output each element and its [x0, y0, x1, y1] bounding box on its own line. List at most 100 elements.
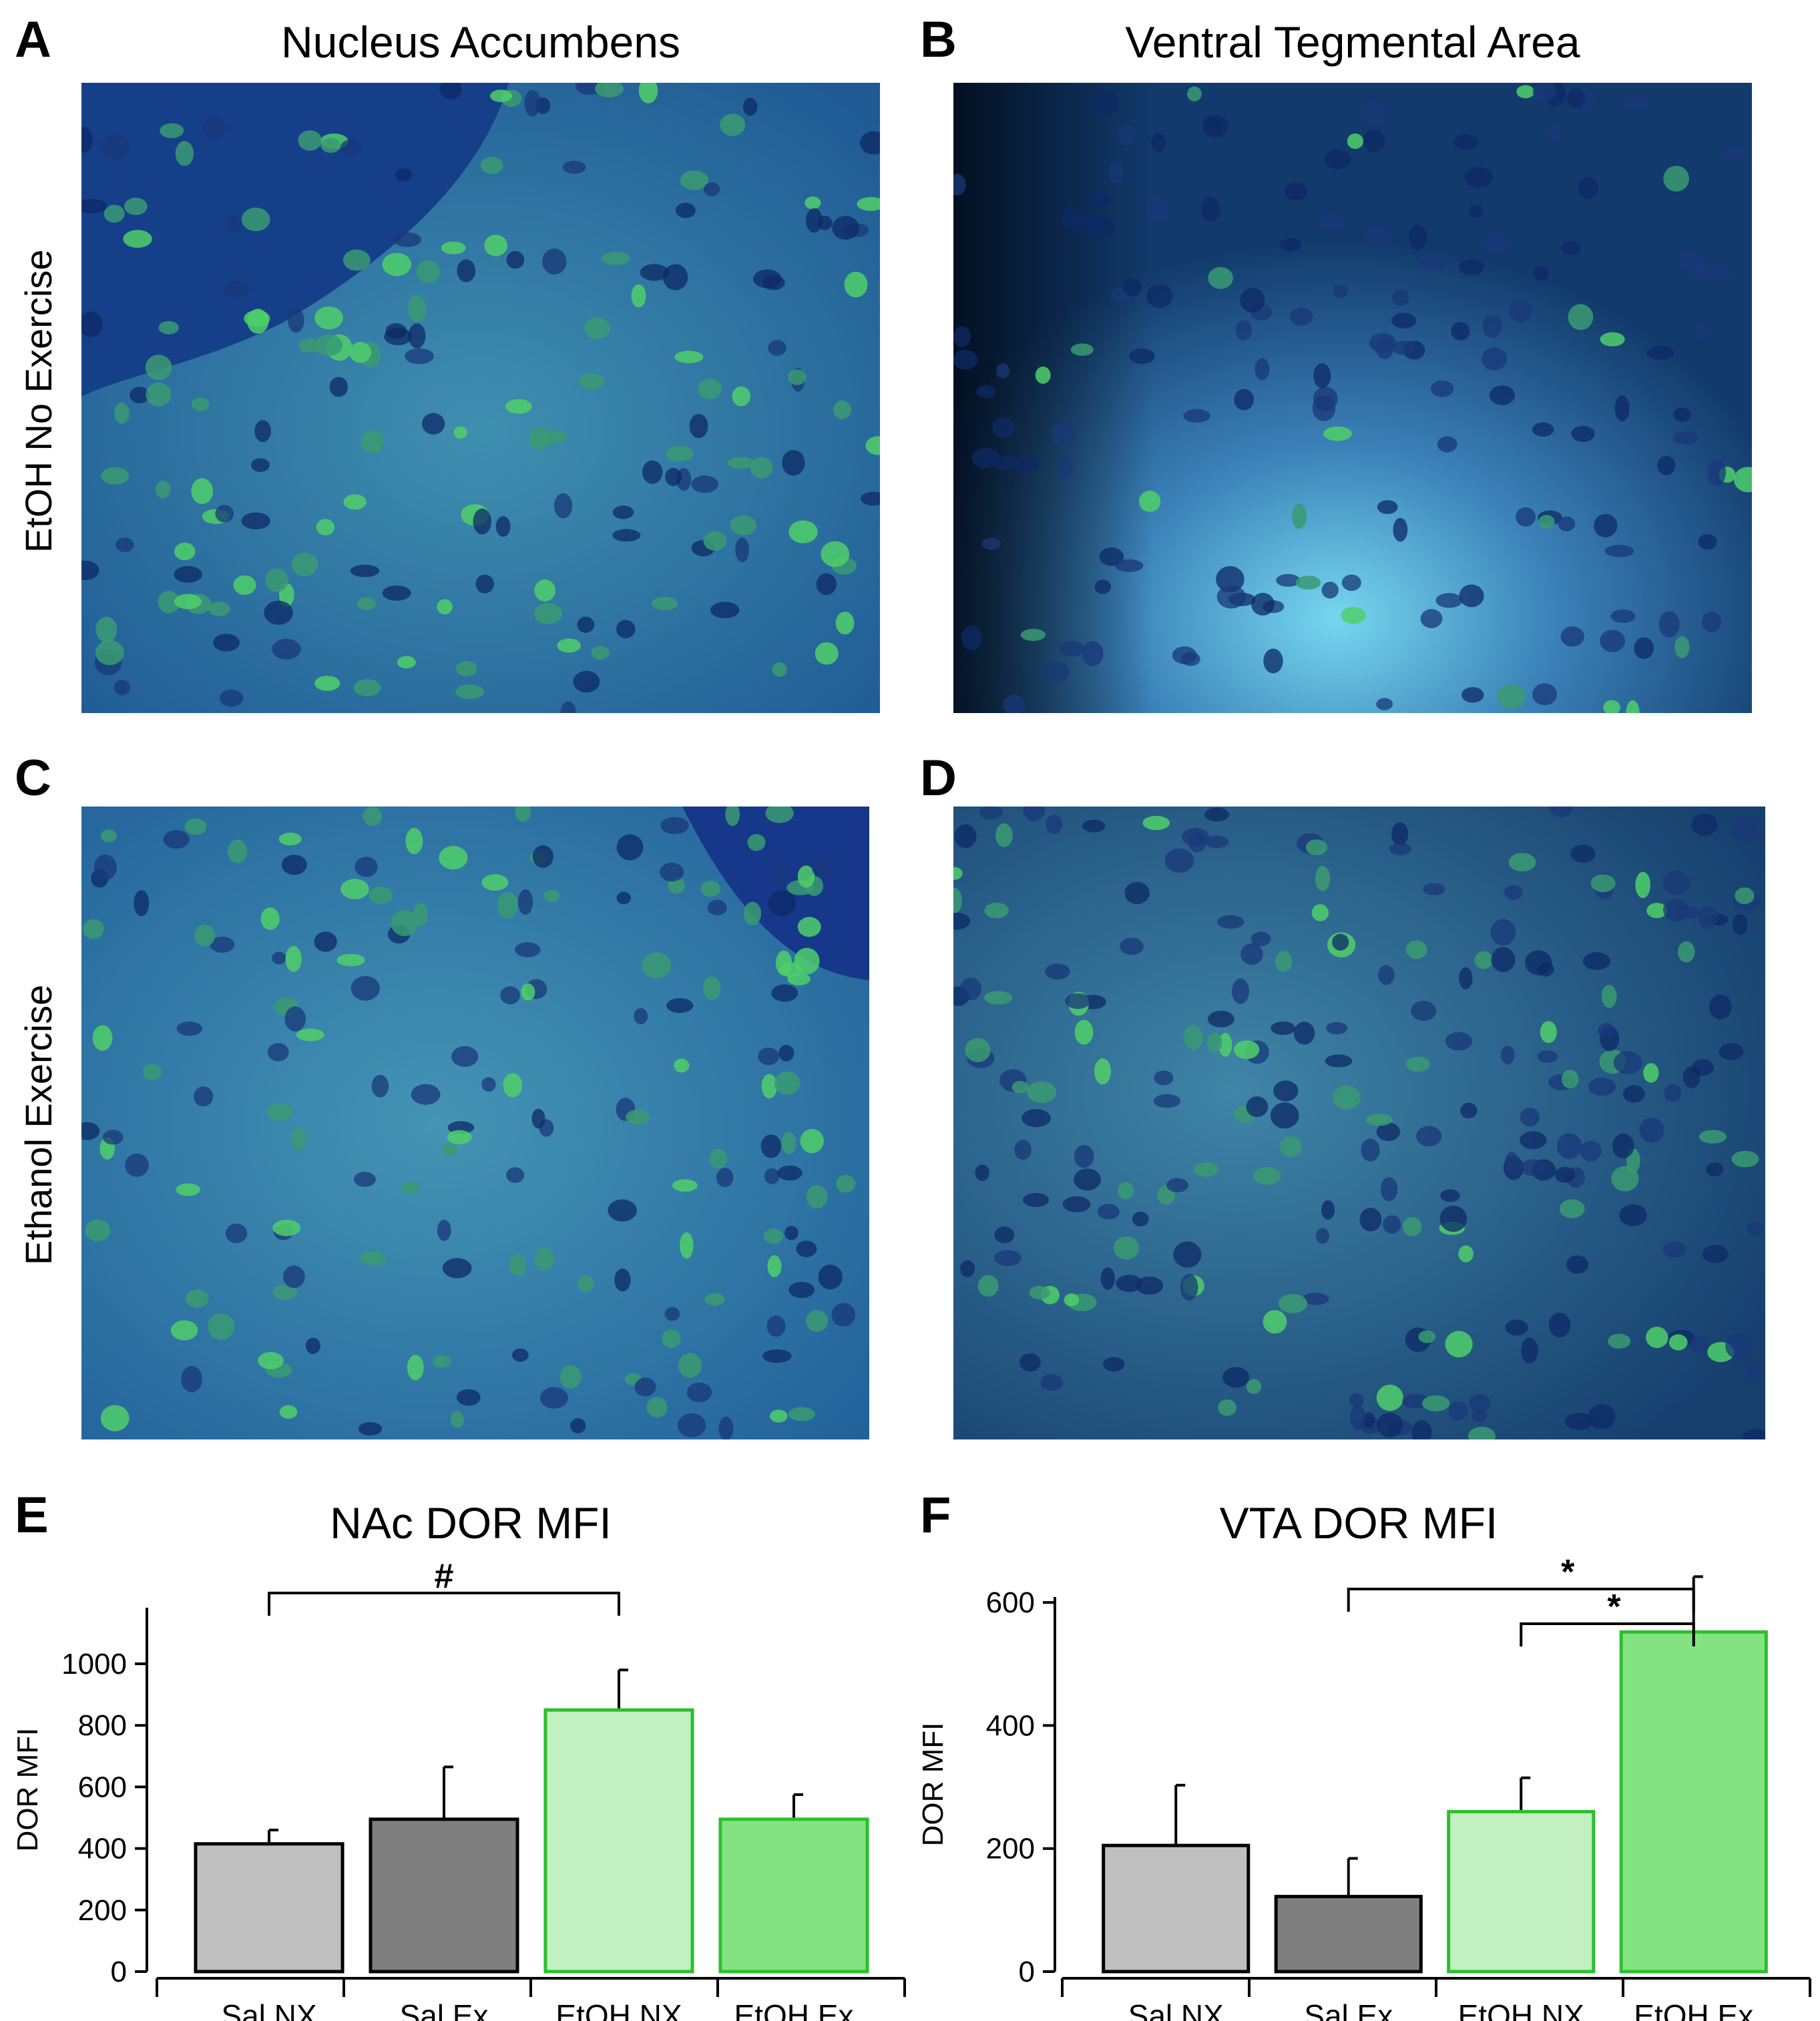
cell-blob	[984, 991, 1013, 1005]
cell-blob	[1151, 133, 1166, 152]
cell-blob	[254, 420, 271, 443]
micrograph-c-image	[81, 807, 869, 1439]
cell-blob	[698, 379, 722, 399]
cell-blob	[762, 1349, 792, 1363]
cell-blob	[395, 168, 413, 182]
cell-blob	[1405, 940, 1427, 959]
cell-blob	[1673, 407, 1691, 423]
cell-blob	[85, 1219, 111, 1242]
cell-blob	[411, 1084, 441, 1105]
cell-blob	[1469, 1394, 1491, 1413]
cell-blob	[442, 1258, 472, 1279]
cell-blob	[1590, 874, 1616, 893]
cell-blob	[284, 1006, 306, 1032]
cell-blob	[407, 1355, 424, 1381]
micrograph-d-image	[953, 807, 1765, 1439]
cell-blob	[170, 1320, 198, 1341]
cell-blob	[100, 829, 117, 843]
cell-blob	[1688, 1335, 1709, 1353]
cell-blob	[1305, 839, 1327, 855]
cell-blob	[1321, 1200, 1335, 1220]
cell-blob	[343, 249, 371, 271]
cell-blob	[220, 689, 244, 707]
cell-blob	[1377, 1412, 1403, 1438]
cell-blob	[1582, 952, 1610, 970]
cell-blob	[1234, 389, 1254, 411]
cell-blob	[359, 1251, 387, 1265]
cell-blob	[314, 931, 337, 952]
cell-blob	[784, 1226, 799, 1241]
cell-blob	[437, 1219, 451, 1241]
cell-blob	[984, 903, 1009, 919]
significance-bracket	[268, 1592, 620, 1616]
y-tick-label: 200	[986, 1833, 1035, 1865]
cell-blob	[1313, 363, 1331, 389]
cell-blob	[976, 385, 997, 399]
bar	[1447, 1809, 1596, 1974]
cell-blob	[1082, 819, 1106, 833]
cell-blob	[994, 455, 1019, 471]
cell-blob	[176, 1022, 203, 1036]
cell-blob	[439, 846, 468, 870]
cell-blob	[1611, 1166, 1639, 1192]
cell-blob	[1622, 1085, 1645, 1103]
cell-blob	[1020, 628, 1046, 642]
cell-blob	[815, 642, 839, 665]
cell-blob	[1120, 937, 1144, 955]
cell-blob	[660, 817, 689, 835]
cell-blob	[1114, 1237, 1140, 1260]
cell-blob	[691, 475, 718, 493]
cell-blob	[298, 130, 322, 151]
cell-blob	[766, 1315, 786, 1337]
cell-blob	[100, 1405, 130, 1431]
cell-blob	[517, 889, 533, 915]
cell-blob	[1742, 1429, 1765, 1439]
cell-blob	[1376, 698, 1393, 710]
cell-blob	[1325, 1054, 1353, 1068]
cell-blob	[202, 116, 226, 140]
cell-blob	[1391, 822, 1409, 846]
cell-blob	[81, 311, 103, 338]
cell-blob	[184, 818, 207, 835]
cell-blob	[1570, 845, 1596, 863]
cell-blob	[788, 369, 807, 385]
cell-blob	[146, 382, 172, 407]
cell-blob	[774, 1071, 801, 1095]
cell-blob	[680, 1232, 694, 1259]
cell-blob	[1023, 1192, 1050, 1207]
cell-blob	[1116, 1275, 1142, 1293]
cell-blob	[447, 1121, 475, 1134]
cell-blob	[1376, 1384, 1403, 1411]
cell-blob	[314, 334, 343, 357]
cell-blob	[100, 134, 130, 160]
cell-blob	[1461, 687, 1484, 703]
cell-blob	[500, 986, 520, 1005]
cell-blob	[475, 574, 494, 594]
bar	[1619, 1630, 1768, 1974]
cell-blob	[1409, 224, 1427, 250]
cell-blob	[92, 1025, 113, 1051]
cell-blob	[1490, 919, 1516, 946]
cell-blob	[1608, 1333, 1631, 1349]
cell-blob	[1393, 517, 1408, 542]
cell-blob	[357, 597, 377, 610]
cell-blob	[1405, 1056, 1430, 1072]
cell-blob	[360, 430, 385, 454]
cell-blob	[616, 891, 631, 905]
cell-blob	[1508, 853, 1536, 872]
cell-blob	[1204, 807, 1229, 822]
cell-blob	[1187, 86, 1202, 101]
cell-blob	[953, 912, 971, 930]
cell-blob	[1613, 1051, 1642, 1074]
cell-blob	[1556, 1133, 1582, 1159]
cell-blob	[1534, 265, 1549, 281]
cell-blob	[1610, 609, 1636, 623]
cell-blob	[1622, 95, 1648, 110]
cell-blob	[1097, 1204, 1120, 1220]
cell-blob	[528, 427, 551, 450]
cell-blob	[1537, 962, 1554, 977]
y-axis-label: DOR MFI	[917, 1723, 949, 1847]
x-tick-label: EtOH Ex	[1634, 1998, 1753, 2021]
column-title-nucleus-accumbens: Nucleus Accumbens	[281, 17, 680, 67]
cell-blob	[665, 446, 694, 462]
